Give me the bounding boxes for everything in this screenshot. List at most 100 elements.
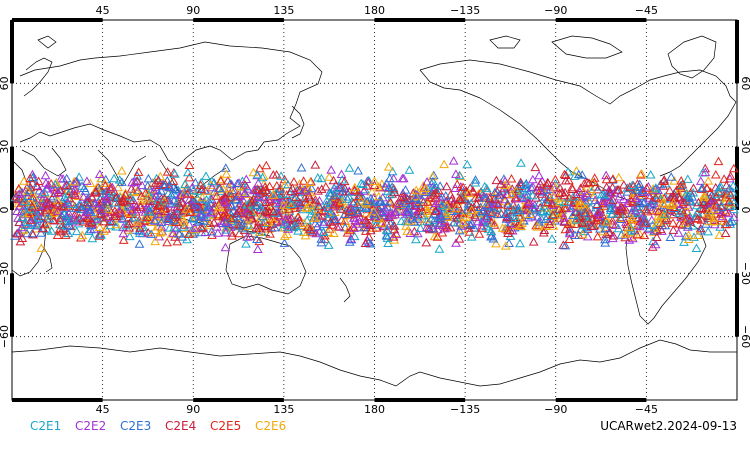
observation-marker bbox=[436, 211, 447, 221]
observation-marker bbox=[473, 208, 484, 218]
observation-marker bbox=[413, 198, 423, 208]
observation-marker bbox=[660, 209, 670, 219]
observation-marker bbox=[441, 200, 452, 210]
observation-marker bbox=[110, 198, 120, 207]
observation-marker bbox=[233, 214, 244, 224]
observation-marker bbox=[524, 209, 535, 218]
observation-marker bbox=[477, 206, 488, 216]
observation-marker bbox=[365, 238, 376, 248]
observation-marker bbox=[251, 222, 262, 232]
scandinavia-coast bbox=[23, 57, 53, 97]
observation-marker bbox=[700, 203, 711, 212]
observation-marker bbox=[215, 176, 226, 185]
observation-marker bbox=[671, 186, 681, 196]
observation-marker bbox=[541, 221, 551, 230]
observation-marker bbox=[532, 222, 542, 231]
observation-marker bbox=[720, 207, 731, 216]
observation-marker bbox=[389, 221, 400, 230]
observation-marker bbox=[378, 206, 389, 216]
observation-marker bbox=[259, 179, 269, 188]
observation-marker bbox=[243, 199, 254, 208]
observation-marker bbox=[158, 196, 169, 205]
observation-marker bbox=[575, 183, 586, 192]
observation-marker bbox=[185, 200, 196, 209]
observation-marker bbox=[221, 210, 232, 219]
observation-marker bbox=[247, 196, 257, 206]
observation-marker bbox=[583, 195, 594, 205]
observation-marker bbox=[240, 179, 250, 189]
observation-marker bbox=[613, 223, 624, 233]
observation-marker bbox=[612, 185, 623, 194]
observation-marker bbox=[680, 231, 691, 241]
observation-marker bbox=[239, 201, 250, 211]
observation-marker bbox=[407, 213, 417, 222]
observation-marker bbox=[559, 190, 570, 200]
observation-marker bbox=[362, 196, 373, 206]
observation-marker bbox=[504, 238, 514, 247]
observation-marker bbox=[353, 165, 363, 175]
observation-marker bbox=[94, 169, 105, 178]
observation-marker bbox=[706, 195, 716, 205]
observation-marker bbox=[296, 162, 307, 172]
observation-marker bbox=[440, 190, 451, 200]
observation-marker bbox=[384, 173, 395, 183]
observation-marker bbox=[550, 182, 561, 192]
observation-marker bbox=[527, 190, 538, 200]
observation-marker bbox=[156, 217, 167, 227]
observation-marker bbox=[260, 197, 271, 206]
observation-marker bbox=[168, 176, 179, 185]
observation-marker bbox=[109, 173, 119, 183]
observation-marker bbox=[27, 201, 38, 211]
observation-marker bbox=[483, 224, 494, 233]
observation-marker bbox=[56, 226, 66, 236]
observation-marker bbox=[584, 178, 594, 187]
observation-marker bbox=[117, 177, 127, 186]
antarctica-coast bbox=[11, 339, 737, 387]
observation-marker bbox=[489, 218, 500, 227]
observation-marker bbox=[182, 188, 193, 198]
observation-marker bbox=[636, 168, 647, 178]
observation-marker bbox=[118, 228, 129, 238]
observation-marker bbox=[618, 194, 629, 204]
observation-marker bbox=[451, 238, 461, 247]
observation-marker bbox=[516, 158, 526, 167]
observation-marker bbox=[253, 185, 264, 194]
observation-marker bbox=[100, 180, 111, 190]
observation-marker bbox=[356, 178, 366, 188]
observation-marker bbox=[724, 196, 734, 206]
observation-marker bbox=[135, 202, 146, 211]
observation-marker bbox=[601, 182, 612, 191]
observation-marker bbox=[626, 223, 636, 233]
observation-marker bbox=[260, 182, 270, 191]
observation-marker bbox=[196, 222, 206, 232]
observation-marker bbox=[675, 181, 686, 190]
right-lat-label: −30 bbox=[739, 262, 750, 285]
observation-marker bbox=[316, 184, 327, 193]
observation-marker bbox=[475, 202, 486, 211]
observation-marker bbox=[622, 198, 633, 207]
observation-marker bbox=[367, 186, 377, 196]
observation-marker bbox=[116, 197, 126, 206]
observation-marker bbox=[668, 218, 678, 227]
observation-marker bbox=[534, 217, 544, 226]
observation-marker bbox=[339, 176, 350, 186]
observation-marker bbox=[505, 231, 516, 240]
observation-marker bbox=[608, 174, 618, 183]
observation-marker bbox=[523, 198, 534, 208]
observation-marker bbox=[466, 232, 477, 241]
observation-marker bbox=[50, 179, 60, 189]
observation-marker bbox=[58, 220, 68, 230]
observation-marker bbox=[228, 206, 239, 215]
observation-marker bbox=[153, 200, 163, 209]
observation-marker bbox=[238, 218, 249, 228]
observation-marker bbox=[262, 187, 273, 197]
observation-marker bbox=[251, 200, 261, 210]
observation-marker bbox=[41, 213, 52, 223]
observation-marker bbox=[257, 172, 268, 182]
observation-marker bbox=[591, 200, 602, 209]
observation-marker bbox=[665, 232, 676, 241]
observation-marker bbox=[111, 211, 121, 220]
observation-marker bbox=[497, 223, 508, 232]
observation-marker bbox=[515, 211, 526, 220]
observation-marker bbox=[643, 181, 654, 191]
